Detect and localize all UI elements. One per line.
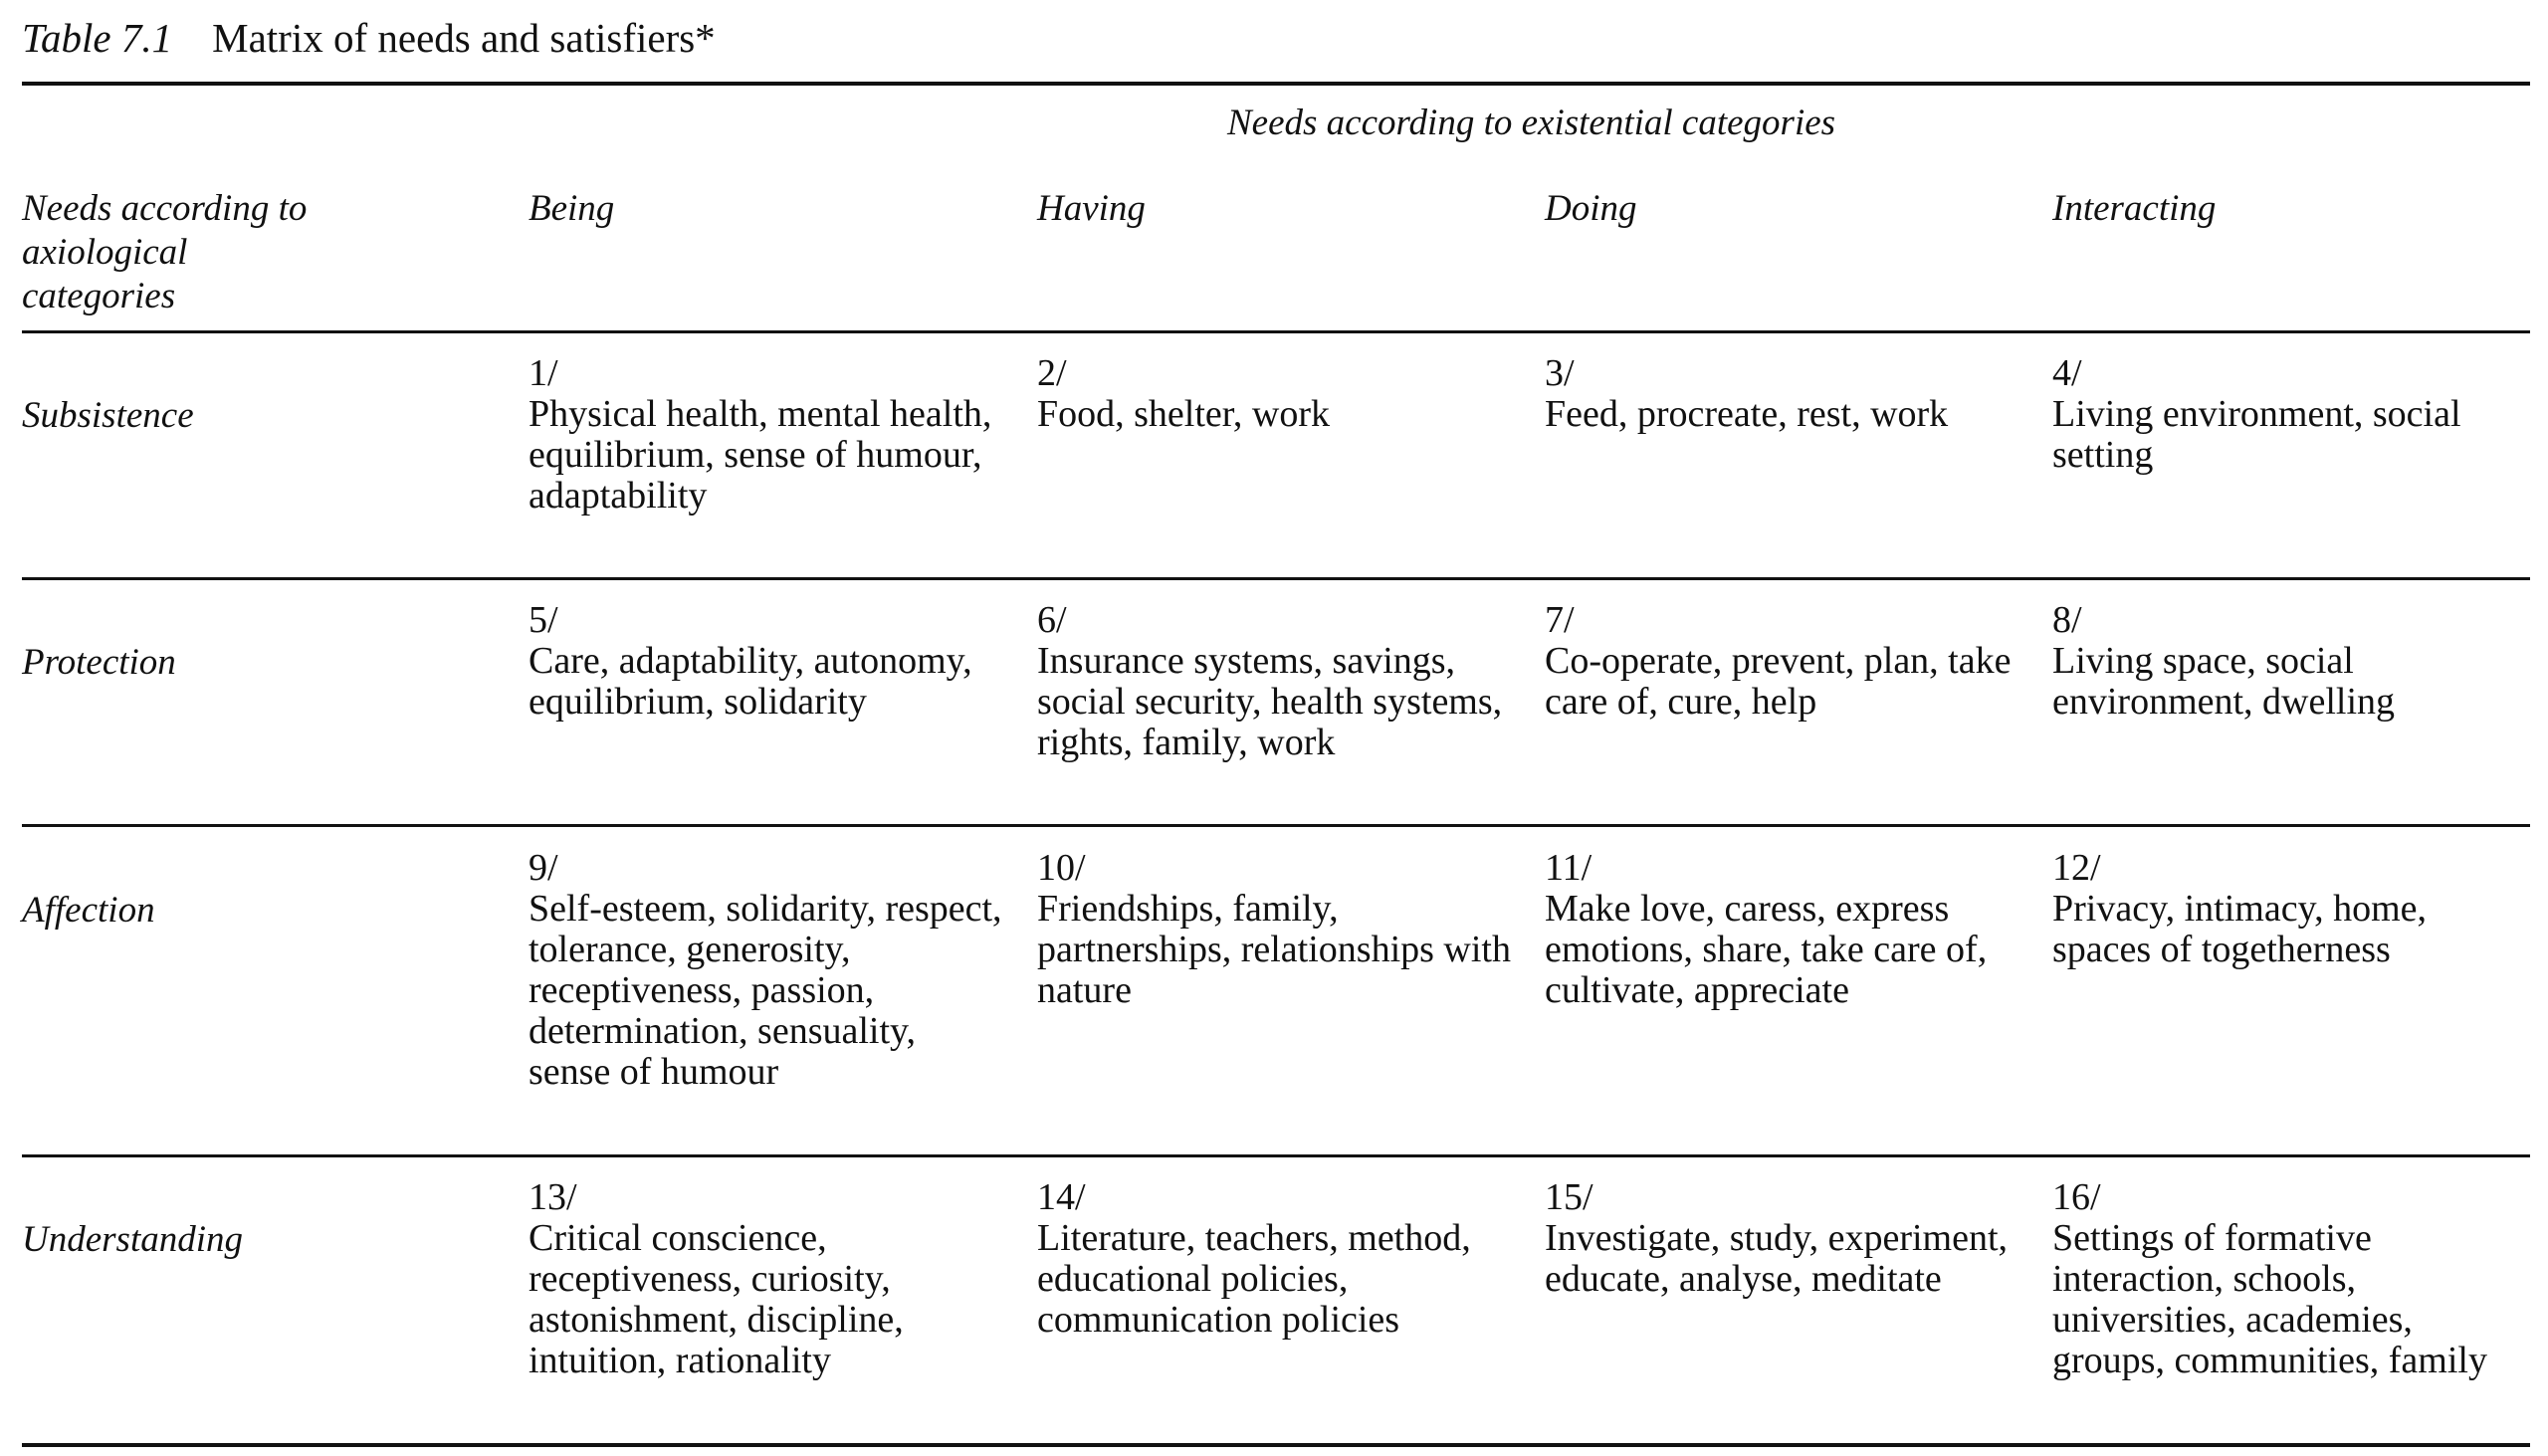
row-label-subsistence: Subsistence	[22, 395, 194, 436]
table-title: Matrix of needs and satisfiers*	[212, 15, 716, 61]
table-cell: 14/ Literature, teachers, method, educat…	[1037, 1177, 1515, 1341]
cell-number: 12/	[2052, 847, 2101, 889]
table-cell: 11/ Make love, caress, express emotions,…	[1545, 848, 2022, 1011]
cell-number: 7/	[1545, 599, 1575, 641]
table-cell: 7/ Co-operate, prevent, plan, take care …	[1545, 600, 2022, 723]
cell-text: Living environment, social setting	[2052, 393, 2461, 476]
cell-text: Critical conscience, receptiveness, curi…	[529, 1217, 904, 1381]
table-cell: 15/ Investigate, study, experiment, educ…	[1545, 1177, 2022, 1300]
column-header-having: Having	[1037, 188, 1146, 229]
table-cell: 2/ Food, shelter, work	[1037, 353, 1515, 435]
cell-text: Food, shelter, work	[1037, 393, 1330, 435]
table-caption: Table 7.1 Matrix of needs and satisfiers*	[22, 14, 716, 62]
cell-number: 9/	[529, 847, 558, 889]
cell-number: 8/	[2052, 599, 2082, 641]
bottom-rule	[22, 1443, 2530, 1447]
row-label-affection: Affection	[22, 890, 155, 931]
table-cell: 4/ Living environment, social setting	[2052, 353, 2530, 476]
cell-text: Investigate, study, experiment, educate,…	[1545, 1217, 2009, 1300]
cell-text: Literature, teachers, method, educationa…	[1037, 1217, 1471, 1341]
cell-text: Living space, social environment, dwelli…	[2052, 640, 2396, 723]
cell-text: Settings of formative interaction, schoo…	[2052, 1217, 2487, 1381]
table-label: Table 7.1	[22, 15, 173, 61]
cell-number: 4/	[2052, 352, 2082, 394]
cell-text: Self-esteem, solidarity, respect, tolera…	[529, 888, 1002, 1093]
row-rule	[22, 824, 2530, 827]
cell-number: 2/	[1037, 352, 1067, 394]
column-header-interacting: Interacting	[2052, 188, 2217, 229]
table-cell: 3/ Feed, procreate, rest, work	[1545, 353, 2022, 435]
cell-number: 5/	[529, 599, 558, 641]
cell-number: 14/	[1037, 1176, 1086, 1218]
cell-number: 1/	[529, 352, 558, 394]
cell-text: Friendships, family, partnerships, relat…	[1037, 888, 1511, 1011]
cell-number: 6/	[1037, 599, 1067, 641]
cell-text: Care, adaptability, autonomy, equilibriu…	[529, 640, 972, 723]
table-cell: 10/ Friendships, family, partnerships, r…	[1037, 848, 1515, 1011]
cell-number: 3/	[1545, 352, 1575, 394]
axiological-categories-header: Needs according to axiological categorie…	[22, 188, 308, 316]
table-cell: 12/ Privacy, intimacy, home, spaces of t…	[2052, 848, 2530, 970]
column-header-being: Being	[529, 188, 615, 229]
existential-categories-header: Needs according to existential categorie…	[1227, 103, 1836, 143]
cell-text: Physical health, mental health, equilibr…	[529, 393, 992, 517]
table-cell: 16/ Settings of formative interaction, s…	[2052, 1177, 2530, 1381]
cell-number: 16/	[2052, 1176, 2101, 1218]
table-cell: 6/ Insurance systems, savings, social se…	[1037, 600, 1515, 763]
cell-text: Make love, caress, express emotions, sha…	[1545, 888, 1988, 1011]
cell-number: 10/	[1037, 847, 1086, 889]
top-rule	[22, 82, 2530, 86]
cell-number: 13/	[529, 1176, 577, 1218]
row-rule	[22, 577, 2530, 580]
row-label-protection: Protection	[22, 642, 176, 683]
row-label-understanding: Understanding	[22, 1219, 243, 1260]
table-cell: 8/ Living space, social environment, dwe…	[2052, 600, 2530, 723]
row-rule	[22, 1154, 2530, 1157]
cell-text: Insurance systems, savings, social secur…	[1037, 640, 1503, 763]
cell-text: Co-operate, prevent, plan, take care of,…	[1545, 640, 2012, 723]
cell-text: Feed, procreate, rest, work	[1545, 393, 1949, 435]
table-cell: 9/ Self-esteem, solidarity, respect, tol…	[529, 848, 1006, 1093]
table-cell: 13/ Critical conscience, receptiveness, …	[529, 1177, 1006, 1381]
cell-number: 11/	[1545, 847, 1592, 889]
cell-text: Privacy, intimacy, home, spaces of toget…	[2052, 888, 2428, 970]
column-header-doing: Doing	[1545, 188, 1637, 229]
row-rule	[22, 330, 2530, 333]
table-cell: 5/ Care, adaptability, autonomy, equilib…	[529, 600, 1006, 723]
table-cell: 1/ Physical health, mental health, equil…	[529, 353, 1006, 517]
cell-number: 15/	[1545, 1176, 1593, 1218]
